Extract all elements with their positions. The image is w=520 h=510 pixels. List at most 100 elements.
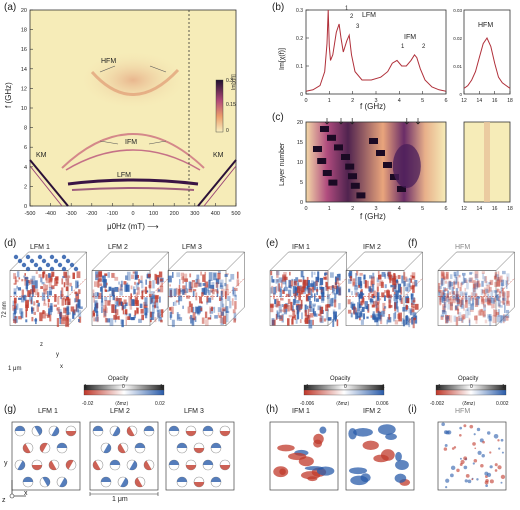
cube-voxel: [449, 281, 454, 287]
cube-voxel: [111, 272, 115, 278]
cube-voxel: [439, 295, 442, 305]
cube-voxel: [14, 319, 17, 324]
cube-voxel: [107, 272, 110, 278]
cube-voxel: [395, 279, 399, 284]
cube-voxel: [289, 280, 294, 287]
cube-voxel: [218, 315, 222, 318]
cube-voxel: [122, 305, 127, 309]
cube-voxel: [450, 274, 453, 280]
skyrmion-lobe: [135, 443, 145, 448]
hfm-speck: [474, 447, 477, 450]
c-layer-block: [356, 192, 366, 199]
cube-voxel: [182, 289, 185, 295]
cube-voxel: [470, 303, 474, 310]
cube-voxel: [306, 282, 309, 290]
cube-voxel: [295, 305, 298, 310]
cube-voxel: [200, 271, 203, 276]
cube-voxel: [496, 294, 499, 301]
cube-voxel: [16, 285, 18, 289]
cube-voxel: [19, 308, 23, 314]
cube-voxel: [113, 314, 118, 320]
b-right-xtick-label: 16: [492, 98, 498, 104]
lfm1-top-skyrmion: [57, 262, 63, 268]
cube-voxel: [202, 274, 206, 282]
cube-voxel: [320, 287, 325, 295]
km-line-right-2: [203, 165, 237, 207]
skyrmion-lobe: [15, 426, 25, 431]
a-xtick-label: 300: [190, 211, 199, 217]
c-ifm-blob: [392, 144, 421, 188]
cube-voxel: [455, 288, 459, 297]
cube-voxel: [369, 275, 373, 279]
cube-voxel: [494, 274, 499, 277]
cube-voxel: [313, 271, 316, 275]
cube-voxel: [270, 271, 273, 276]
d-cb-bottom-right: 0.02: [155, 401, 165, 407]
cube-voxel: [41, 281, 45, 285]
cube-ifm-1: [269, 251, 348, 329]
cube-voxel: [390, 274, 393, 281]
cube-voxel: [469, 272, 472, 275]
cube-voxel: [319, 315, 323, 322]
cube-voxel: [477, 280, 480, 288]
cube-voxel: [317, 305, 322, 311]
ifm-blob: [362, 440, 379, 451]
cube-voxel: [157, 310, 160, 318]
cube-voxel: [493, 309, 495, 316]
cube-voxel: [188, 281, 192, 291]
cube-voxel: [314, 293, 316, 302]
cube-voxel: [312, 308, 315, 314]
cube-voxel: [296, 310, 300, 319]
cube-voxel: [447, 281, 451, 290]
cube-voxel: [465, 297, 468, 305]
cube-voxel: [213, 306, 216, 313]
hfm-branch: [90, 68, 180, 96]
cube-voxel: [364, 301, 368, 309]
cube-voxel: [476, 296, 480, 299]
cube-voxel: [464, 279, 468, 283]
cube-voxel: [403, 280, 406, 287]
cube-voxel: [388, 313, 391, 320]
cube-voxel: [169, 288, 173, 298]
cube-voxel: [503, 291, 506, 297]
cube-voxel: [123, 299, 127, 305]
cube-voxel: [499, 305, 503, 308]
cube-voxel: [49, 314, 52, 322]
cube-front-face: [91, 270, 151, 326]
cube-voxel: [377, 271, 380, 275]
d-axis-x: x: [60, 364, 63, 370]
cube-voxel: [29, 291, 32, 295]
cube-voxel: [155, 299, 159, 308]
ifm-blob: [395, 459, 409, 470]
cube-voxel: [34, 319, 38, 322]
cube-voxel: [99, 283, 103, 287]
cube-voxel: [461, 281, 464, 285]
cube-voxel: [95, 271, 99, 281]
spectrum-b-left-frame: [305, 9, 447, 95]
cube-voxel: [371, 304, 375, 308]
cube-voxel: [12, 313, 16, 321]
label-b-ifm: IFM: [404, 34, 417, 41]
panel-label-c: (c): [272, 112, 284, 123]
hfm-speck: [494, 469, 498, 472]
cube-voxel: [456, 276, 459, 286]
cube-voxel: [401, 318, 405, 325]
cube-voxel: [92, 312, 96, 316]
cube-voxel: [217, 270, 221, 275]
cube-voxel: [306, 314, 311, 324]
cube-voxel: [379, 280, 384, 287]
hfm-speck: [480, 463, 484, 468]
g-axis-x: x: [24, 490, 28, 497]
cube-voxel: [222, 309, 226, 312]
b-xtick-label: 1: [328, 98, 331, 104]
cube-voxel: [482, 297, 485, 306]
c-mode-arrows: [324, 118, 421, 125]
cube-voxel: [463, 304, 466, 311]
cube-voxel: [443, 306, 446, 313]
hfm-speck: [493, 433, 499, 439]
cube-voxel: [45, 313, 49, 317]
hfm-speck: [467, 479, 472, 484]
cube-voxel: [406, 283, 411, 292]
cube-voxel: [313, 311, 317, 316]
cube-voxel: [51, 285, 55, 290]
